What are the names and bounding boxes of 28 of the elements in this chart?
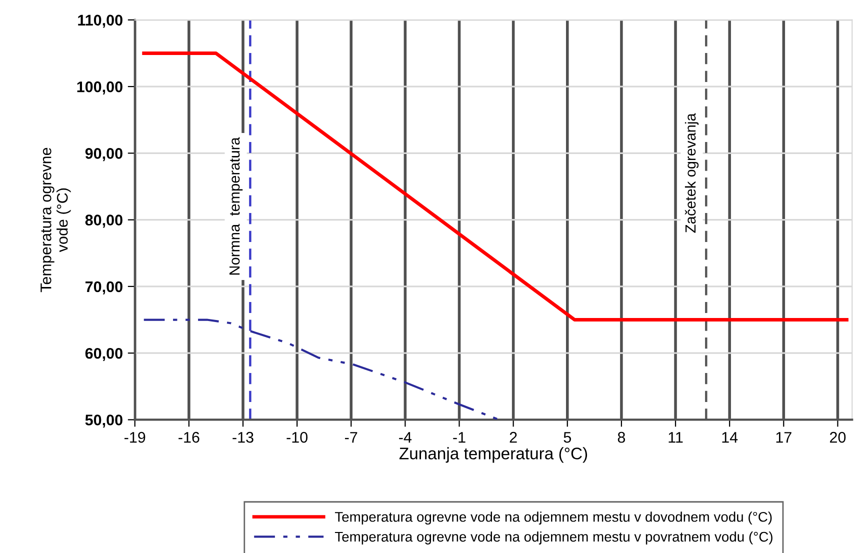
legend-label: Temperatura ogrevne vode na odjemnem mestu v dovodnem vodu (°C): [334, 512, 772, 525]
y-tick-label: 50,00: [85, 414, 122, 428]
x-tick-label: -1: [453, 432, 466, 443]
y-tick-label: 100,00: [77, 81, 122, 94]
y-tick-label: 70,00: [85, 281, 122, 294]
x-tick-label: -7: [345, 432, 358, 443]
y-tick-label: 90,00: [85, 148, 122, 162]
y-tick-label: 60,00: [85, 348, 122, 361]
x-tick-label: 2: [510, 432, 517, 443]
x-tick-label: -10: [286, 432, 308, 443]
x-tick-label: -4: [399, 432, 412, 443]
x-tick-label: 14: [722, 432, 738, 443]
x-tick-label: -19: [124, 432, 146, 443]
legend-label: Temperatura ogrevne vode na odjemnem mestu v povratnem vodu (°C): [334, 531, 772, 544]
x-tick-label: 5: [564, 432, 571, 443]
x-tick-label: -16: [178, 432, 200, 443]
x-tick-label: 11: [668, 432, 683, 443]
x-axis-title: Zunanja temperatura (°C): [399, 447, 588, 463]
y-tick-label: 80,00: [85, 214, 122, 228]
x-tick-label: 20: [830, 432, 846, 443]
line-series: [142, 318, 500, 420]
y-axis-title: Temperatura ogrevne vode (°C): [40, 148, 71, 292]
x-tick-label: 8: [618, 432, 626, 443]
y-tick-label: 110,00: [78, 14, 122, 28]
x-tick-label: 17: [776, 432, 792, 443]
ref-line-label: Normna temperatura: [230, 137, 243, 275]
x-tick-label: -13: [232, 432, 254, 443]
ref-line-label: Začetek ogrevanja: [684, 113, 699, 233]
